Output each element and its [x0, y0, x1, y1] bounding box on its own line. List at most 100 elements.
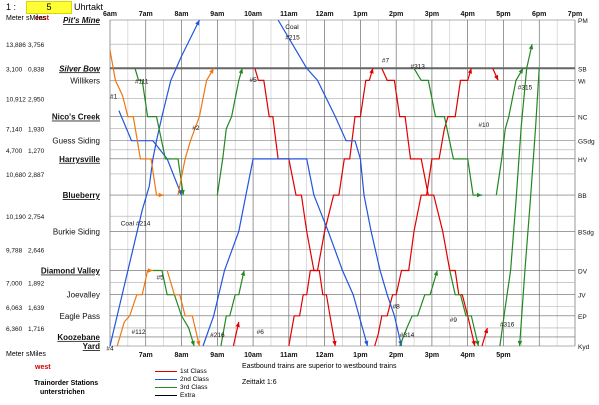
train-path-orange [166, 270, 200, 347]
station-code: BSdg [578, 229, 594, 236]
train-arrowhead [369, 68, 374, 74]
train-arrowhead [433, 270, 438, 276]
train-arrowhead [196, 340, 201, 346]
train-number-label: #314 [400, 332, 415, 339]
top-time-tick: 8am [175, 11, 189, 18]
station-code: PM [578, 18, 588, 25]
train-number-label: #216 [210, 332, 225, 339]
top-time-tick: 6am [103, 11, 117, 18]
train-number-label: #313 [410, 63, 425, 70]
station-name: Joevalley [67, 291, 100, 300]
legend-label: 3rd Class [180, 384, 208, 391]
train-arrowhead [180, 189, 185, 196]
station-meter: 13,886 [6, 42, 26, 49]
train-number-label: #316 [500, 321, 515, 328]
train-number-label: #1 [110, 93, 118, 100]
bottom-time-tick: 9am [210, 352, 224, 359]
ratio-value[interactable]: 5 [26, 1, 72, 14]
time-grid [109, 20, 576, 346]
train-arrowhead [190, 340, 195, 346]
train-path-1st [374, 68, 472, 347]
station-code: BB [578, 193, 587, 200]
train-number-label: #2 [192, 125, 200, 132]
train-number-label: #5 [157, 275, 165, 282]
train-path-3rd [495, 67, 524, 196]
legend-label: 2nd Class [180, 376, 209, 383]
station-code: DV [578, 269, 588, 276]
bottom-time-tick: 4pm [460, 352, 474, 359]
train-arrowhead [517, 340, 523, 346]
top-time-tick: 6pm [532, 11, 546, 18]
train-number-label: #8 [393, 303, 401, 310]
station-code: EP [578, 314, 587, 321]
train-path-2nd [202, 158, 369, 347]
station-smiles: 2,754 [28, 214, 45, 221]
station-meter: 9,788 [6, 247, 23, 254]
legend-item: 1st Class [155, 368, 207, 376]
legend-swatch [155, 394, 177, 396]
top-time-tick: 12am [316, 11, 334, 18]
station-smiles: 1,639 [28, 305, 45, 312]
station-name: Yard [83, 342, 100, 351]
top-time-tick: 5pm [496, 11, 510, 18]
station-code: JV [578, 293, 586, 300]
station-smiles: 1,892 [28, 281, 45, 288]
top-time-tick: 11am [280, 11, 298, 18]
station-code: Kyd [578, 344, 590, 351]
stations-note-1: Trainorder Stations [34, 380, 99, 387]
top-time-tick: 10am [244, 11, 262, 18]
legend-label: 1st Class [180, 368, 207, 375]
train-path-3rd [499, 43, 533, 347]
train-arrowhead [158, 192, 164, 198]
train-arrowhead [518, 68, 524, 74]
ratio-unit: Uhrtakt [74, 2, 104, 12]
station-smiles: 1,716 [28, 326, 45, 333]
station-name: Diamond Valley [41, 267, 101, 276]
train-arrowhead [471, 340, 476, 346]
station-smiles: 1,270 [28, 148, 45, 155]
train-number-label: #5 [250, 77, 258, 84]
station-name: Koozebane [57, 333, 100, 342]
station-code: NC [578, 115, 588, 122]
train-number-label: Coal [285, 24, 299, 31]
train-path-3rd [216, 68, 243, 196]
train-number-label: #6 [257, 329, 265, 336]
station-smiles: 1,930 [28, 127, 45, 134]
station-code: GSdg [578, 139, 595, 146]
train-number-label: #4 [106, 346, 114, 353]
train-path-2nd [118, 110, 183, 196]
bottom-time-tick: 8am [175, 352, 189, 359]
train-arrowhead [209, 68, 214, 74]
smiles-header-top: sMiles [26, 15, 46, 22]
top-time-tick: 2pm [389, 11, 403, 18]
legend-item: 3rd Class [155, 384, 207, 392]
station-meter: 4,700 [6, 148, 23, 155]
bottom-time-tick: 7am [139, 352, 153, 359]
zeittakt-note: Zeittakt 1:6 [242, 379, 277, 386]
station-meter: 10,190 [6, 214, 26, 221]
top-time-tick: 3pm [425, 11, 439, 18]
train-labels: Coal #215 #7 #313 #111 #5 #315 #1 #2 #10 Coal #214… [106, 24, 532, 352]
station-name: Eagle Pass [60, 312, 100, 321]
station-smiles: 2,950 [28, 96, 45, 103]
train-arrowhead [238, 68, 243, 74]
bottom-time-tick: 12am [316, 352, 334, 359]
train-path-1st [254, 68, 336, 347]
train-path-3rd [220, 270, 245, 347]
direction-bottom: west [35, 364, 51, 371]
train-number-label: #215 [285, 35, 300, 42]
train-number-label: #111 [135, 78, 149, 85]
train-arrowhead [235, 321, 240, 328]
station-name: Nico's Creek [52, 113, 101, 122]
legend-item: Extra [155, 392, 195, 400]
train-number-label: #9 [450, 317, 458, 324]
stations-note-2: unterstrichen [40, 389, 85, 396]
time-axes: 6am 7am 8am 9am 10am 11am 12am 1pm 2pm 3pm 4pm 5pm 6… [103, 11, 582, 359]
train-path-orange [116, 269, 153, 347]
station-meter: 6,360 [6, 326, 23, 333]
top-time-tick: 7pm [568, 11, 582, 18]
train-path-1st [288, 68, 374, 347]
train-arrowhead [332, 340, 337, 346]
station-meter: 7,140 [6, 127, 23, 134]
